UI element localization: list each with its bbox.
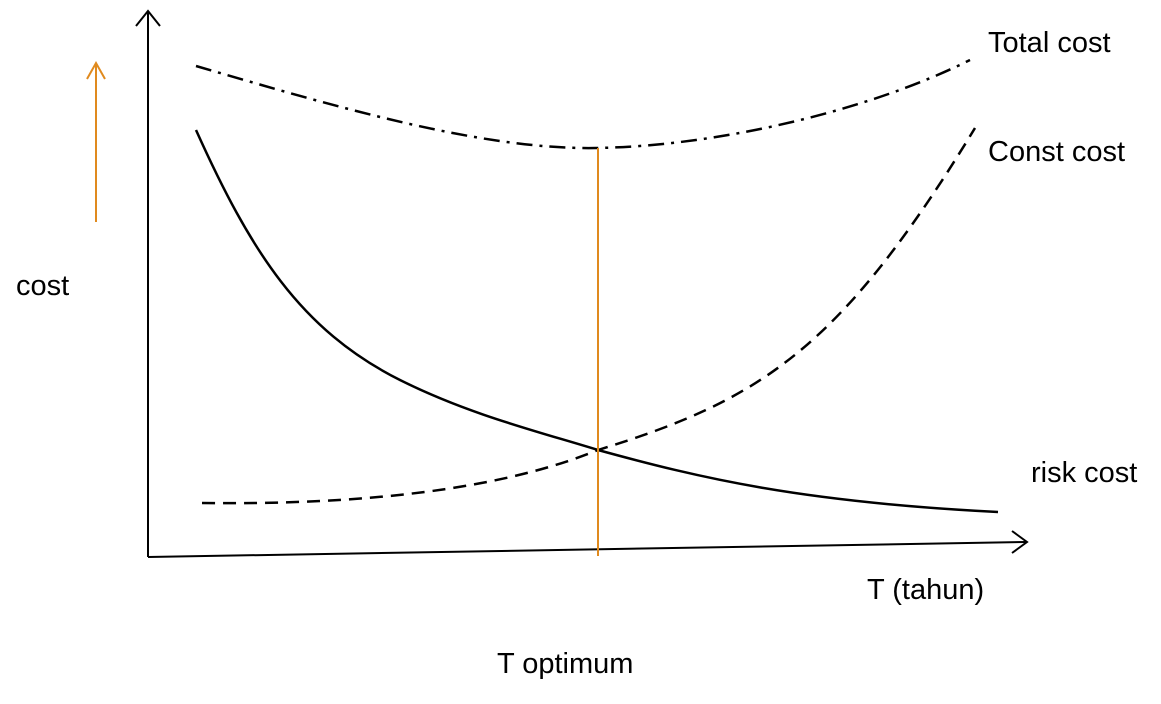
total-cost-label: Total cost: [988, 27, 1111, 59]
risk-cost-curve: [194, 129, 999, 514]
const-cost-label: Const cost: [988, 136, 1125, 168]
y-axis-arrowhead: [135, 9, 161, 27]
y-axis-label: cost: [16, 270, 70, 302]
x-axis-arrowhead: [1011, 530, 1029, 554]
optimum-label: T optimum: [497, 648, 634, 680]
x-axis: [147, 541, 1027, 558]
risk-cost-label: risk cost: [1031, 457, 1138, 489]
cost-increase-arrowhead: [86, 60, 106, 80]
x-axis-label: T (tahun): [867, 574, 985, 606]
total-cost-curve: [195, 58, 971, 150]
